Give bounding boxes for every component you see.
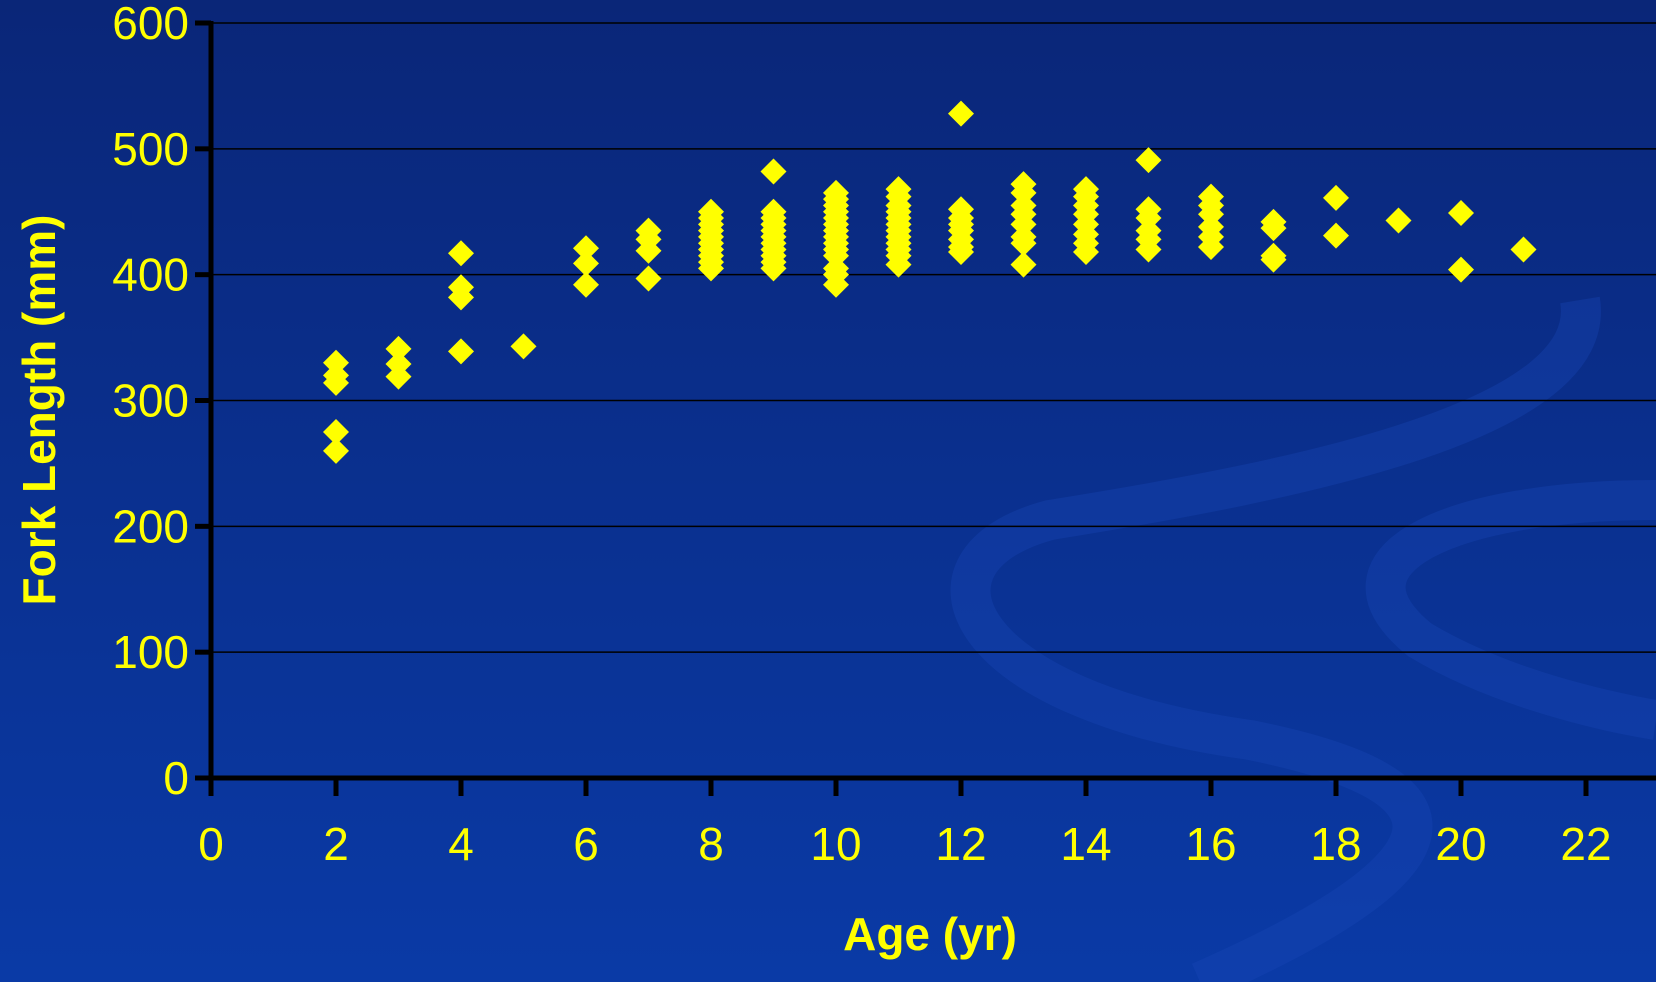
x-tick-label: 8 <box>698 818 724 870</box>
x-tick-label: 4 <box>448 818 474 870</box>
page: {"chart_data": {"type": "scatter", "x_la… <box>0 0 1656 982</box>
x-tick-label: 0 <box>198 818 224 870</box>
y-tick-label: 300 <box>112 375 189 427</box>
y-tick-label: 600 <box>112 0 189 49</box>
x-tick-label: 14 <box>1060 818 1111 870</box>
x-tick-label: 18 <box>1310 818 1361 870</box>
x-tick-label: 16 <box>1185 818 1236 870</box>
y-tick-label: 100 <box>112 626 189 678</box>
x-axis-title: Age (yr) <box>843 908 1017 960</box>
x-tick-label: 6 <box>573 818 599 870</box>
y-tick-label: 400 <box>112 249 189 301</box>
y-tick-label: 500 <box>112 123 189 175</box>
x-tick-label: 10 <box>810 818 861 870</box>
x-tick-label: 12 <box>935 818 986 870</box>
x-tick-label: 20 <box>1435 818 1486 870</box>
chart: 0 100 200 300 400 500 600 0 2 4 6 8 10 12 14 16 18 20 22 A… <box>0 0 1656 982</box>
y-axis-title: Fork Length (mm) <box>13 215 65 606</box>
x-tick-label: 2 <box>323 818 349 870</box>
y-tick-label: 0 <box>163 752 189 804</box>
y-tick-label: 200 <box>112 500 189 552</box>
x-tick-label: 22 <box>1560 818 1611 870</box>
